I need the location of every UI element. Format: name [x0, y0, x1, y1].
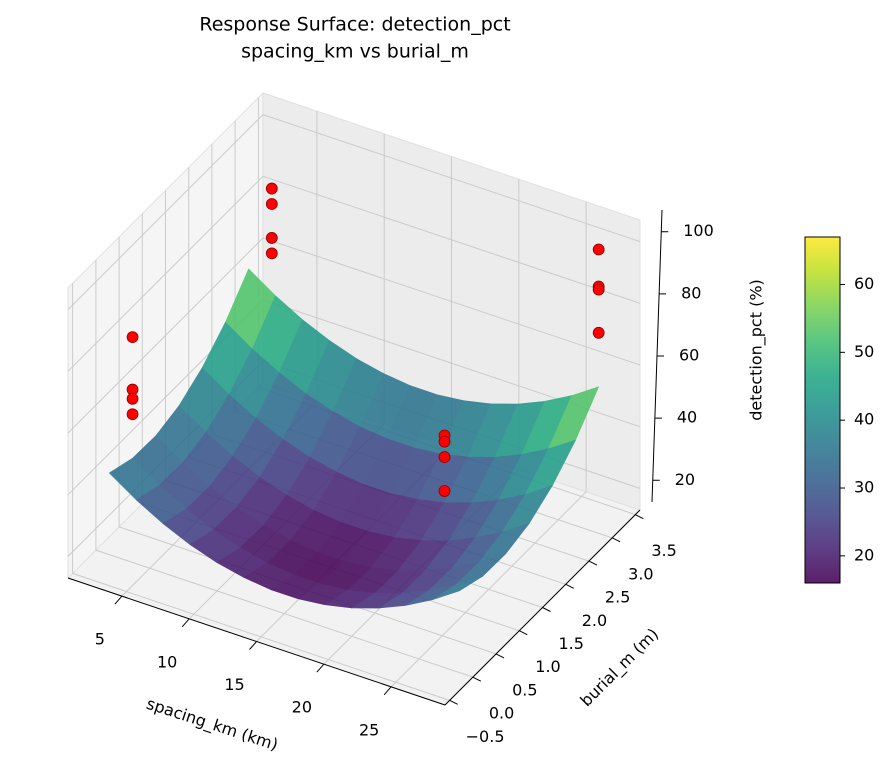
y-tick-label: 3.0	[628, 564, 653, 583]
y-tick	[565, 583, 574, 589]
x-axis-label: spacing_km (km)	[144, 694, 281, 755]
data-point	[592, 283, 605, 296]
y-tick-label: 2.5	[605, 588, 630, 607]
y-tick	[588, 560, 598, 566]
y-tick-label: 1.5	[559, 634, 584, 653]
y-tick-label: 3.5	[651, 541, 676, 560]
x-tick-label: 25	[359, 720, 379, 739]
y-tick	[542, 607, 551, 612]
colorbar-tick-label: 20	[854, 545, 874, 564]
grid-line	[67, 175, 641, 372]
x-tick-label: 5	[95, 630, 105, 649]
data-point	[126, 408, 139, 421]
surface	[108, 268, 600, 609]
grid-line	[95, 260, 474, 678]
data-point	[265, 198, 278, 210]
y-axis-label: burial_m (m)	[576, 624, 662, 710]
grid-line	[390, 201, 587, 688]
data-point	[592, 326, 605, 339]
z-axis-label: detection_pct (%)	[747, 279, 767, 421]
colorbar	[804, 236, 841, 584]
data-point	[265, 247, 278, 260]
data-point	[438, 451, 451, 463]
x-tick	[316, 663, 325, 673]
y-tick-label: 0.5	[512, 680, 537, 699]
grid-line	[118, 236, 497, 655]
data-point	[265, 182, 278, 195]
z-tick-label: 100	[683, 221, 714, 240]
y-tick	[635, 514, 644, 520]
colorbar-tick-label: 60	[854, 274, 874, 293]
grid-line	[72, 283, 450, 701]
data-point	[438, 485, 451, 497]
x-tick-label: 15	[224, 675, 244, 694]
y-tick	[472, 676, 482, 682]
data-point	[438, 435, 451, 448]
colorbar-tick-label: 40	[854, 410, 874, 429]
x-tick	[181, 618, 190, 628]
data-point	[592, 243, 605, 256]
y-tick	[611, 537, 621, 543]
y-tick	[449, 699, 458, 705]
data-point	[265, 232, 278, 244]
y-tick-label: 1.0	[535, 657, 560, 676]
z-tick-label: 80	[681, 283, 701, 302]
z-tick-label: 60	[679, 346, 699, 365]
x-tick	[249, 641, 257, 650]
chart-title: Response Surface: detection_pct	[199, 14, 510, 36]
x-tick-label: 20	[292, 698, 312, 717]
y-tick	[519, 630, 528, 636]
x-tick	[383, 686, 392, 696]
z-tick-label: 40	[677, 408, 697, 427]
y-tick-label: −0.5	[466, 727, 505, 746]
data-point	[126, 331, 139, 344]
grid-line	[67, 237, 641, 434]
x-tick	[114, 595, 123, 605]
colorbar-tick-label: 50	[854, 342, 874, 361]
y-tick	[495, 653, 505, 659]
data-point	[126, 392, 139, 405]
grid-line	[67, 114, 641, 310]
y-tick-label: 2.0	[582, 611, 607, 630]
z-tick-label: 20	[675, 470, 695, 489]
x-tick-label: 10	[157, 652, 177, 671]
colorbar-tick-label: 30	[854, 478, 874, 497]
surface-cell	[432, 576, 483, 600]
chart-subtitle: spacing_km vs burial_m	[241, 41, 469, 63]
y-tick-label: 0.0	[489, 704, 514, 723]
